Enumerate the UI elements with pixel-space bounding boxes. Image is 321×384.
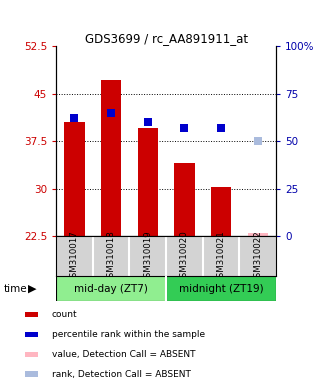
Text: GSM310021: GSM310021 — [217, 230, 226, 283]
Text: value, Detection Call = ABSENT: value, Detection Call = ABSENT — [52, 350, 195, 359]
Bar — [248, 233, 268, 236]
Text: mid-day (ZT7): mid-day (ZT7) — [74, 284, 148, 294]
Bar — [138, 128, 158, 236]
Text: GSM310018: GSM310018 — [107, 230, 116, 283]
Text: GSM310017: GSM310017 — [70, 230, 79, 283]
Bar — [25, 312, 38, 318]
Text: ▶: ▶ — [28, 284, 36, 294]
Bar — [25, 352, 38, 357]
Bar — [25, 332, 38, 337]
Text: percentile rank within the sample: percentile rank within the sample — [52, 330, 205, 339]
Title: GDS3699 / rc_AA891911_at: GDS3699 / rc_AA891911_at — [84, 32, 248, 45]
Text: midnight (ZT19): midnight (ZT19) — [179, 284, 264, 294]
Bar — [65, 122, 84, 236]
Bar — [166, 276, 276, 301]
Text: GSM310019: GSM310019 — [143, 230, 152, 283]
Bar — [211, 187, 231, 236]
Bar — [25, 371, 38, 377]
Bar — [101, 79, 121, 236]
Bar — [174, 163, 195, 236]
Text: count: count — [52, 310, 77, 319]
Text: time: time — [3, 284, 27, 294]
Text: GSM310020: GSM310020 — [180, 230, 189, 283]
Text: rank, Detection Call = ABSENT: rank, Detection Call = ABSENT — [52, 370, 191, 379]
Bar — [56, 276, 166, 301]
Text: GSM310022: GSM310022 — [253, 230, 262, 283]
